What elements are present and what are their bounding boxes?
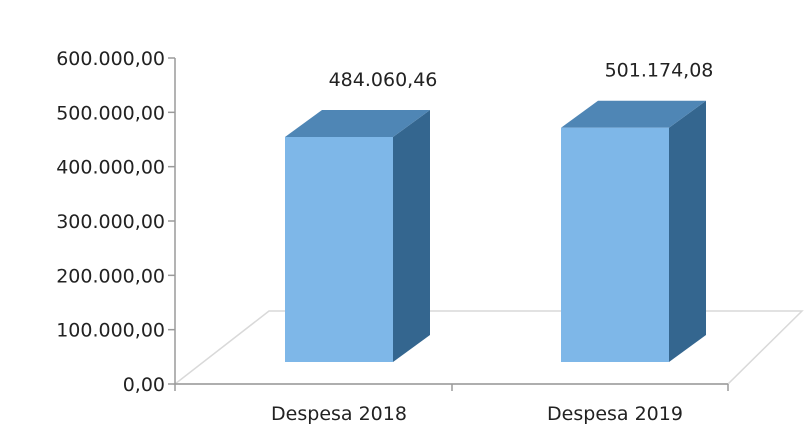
- bar-front-face: [285, 136, 393, 362]
- y-tick-label: 600.000,00: [56, 48, 165, 70]
- bar-1: [285, 109, 430, 362]
- bar-front-face: [561, 127, 669, 362]
- x-category-label: Despesa 2019: [547, 403, 683, 425]
- y-tick-label: 100.000,00: [56, 320, 165, 342]
- x-category-label: Despesa 2018: [271, 403, 407, 425]
- bar-side-face: [669, 100, 706, 362]
- floor-outline: [172, 310, 804, 385]
- bar-top-face: [561, 100, 706, 128]
- floor-plane: [172, 310, 804, 385]
- bar-2: [561, 100, 706, 362]
- bars: [285, 100, 706, 362]
- y-tick-label: 300.000,00: [56, 211, 165, 233]
- data-labels: 484.060,46 501.174,08: [329, 60, 714, 91]
- y-tick-label: 500.000,00: [56, 102, 165, 124]
- x-axis: [174, 383, 729, 391]
- y-axis: 0,00 100.000,00 200.000,00 300.000,00 400.00…: [56, 48, 176, 396]
- category-labels: Despesa 2018 Despesa 2019: [271, 403, 683, 425]
- data-label: 484.060,46: [329, 69, 438, 91]
- y-tick-label: 400.000,00: [56, 157, 165, 179]
- y-tick-label: 0,00: [123, 374, 165, 396]
- bar-side-face: [393, 109, 430, 362]
- bar-top-face: [285, 109, 430, 137]
- y-tick-label: 200.000,00: [56, 265, 165, 287]
- data-label: 501.174,08: [605, 60, 714, 82]
